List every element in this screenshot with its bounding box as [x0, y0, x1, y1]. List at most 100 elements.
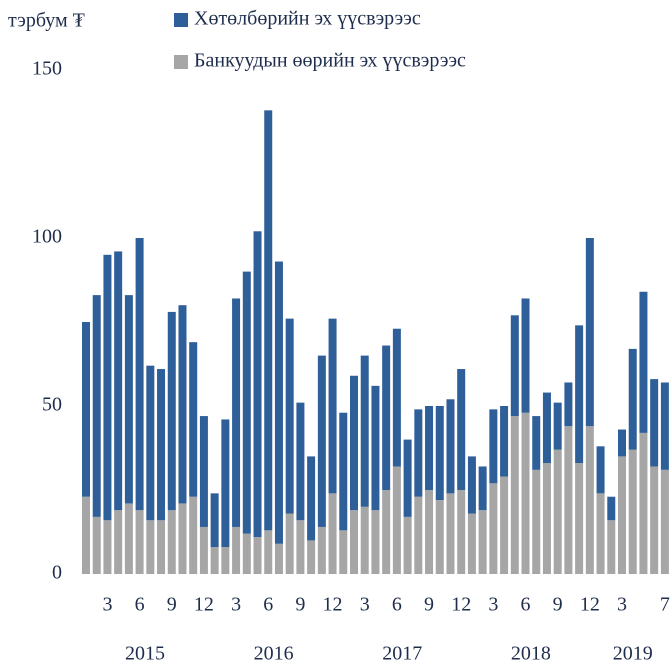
- bar-segment: [392, 328, 401, 467]
- bar-segment: [660, 382, 669, 470]
- bar-segment: [660, 469, 669, 574]
- bar-segment: [210, 493, 219, 548]
- bar-segment: [103, 520, 112, 574]
- legend-swatch: [174, 55, 188, 69]
- bar-segment: [553, 402, 562, 450]
- bar-segment: [146, 365, 155, 521]
- bar-segment: [510, 315, 519, 417]
- bar-segment: [232, 298, 241, 527]
- bar-segment: [232, 526, 241, 574]
- year-label: 2019: [613, 643, 653, 665]
- bar-segment: [210, 547, 219, 574]
- x-tick-label: 3: [360, 594, 370, 616]
- bar-segment: [392, 466, 401, 574]
- bar-segment: [382, 490, 391, 574]
- bar-segment: [489, 409, 498, 484]
- bar-segment: [167, 311, 176, 511]
- bar-segment: [425, 406, 434, 490]
- bar-segment: [307, 540, 316, 574]
- bar-segment: [264, 530, 273, 574]
- bar-segment: [285, 513, 294, 574]
- bar-segment: [317, 526, 326, 574]
- x-tick-label: 12: [451, 594, 471, 616]
- bar-segment: [607, 520, 616, 574]
- x-tick-label: 6: [521, 594, 531, 616]
- bar-segment: [467, 456, 476, 514]
- bar-segment: [189, 496, 198, 574]
- bar-segment: [435, 406, 444, 501]
- bar-segment: [575, 325, 584, 464]
- bar-segment: [489, 483, 498, 574]
- bar-segment: [199, 416, 208, 527]
- legend-label: Хөтөлбөрийн эх үүсвэрээс: [194, 8, 421, 30]
- bar-segment: [253, 537, 262, 574]
- bar-segment: [457, 369, 466, 490]
- bar-segment: [264, 110, 273, 531]
- bar-segment: [618, 456, 626, 574]
- bar-segment: [500, 406, 509, 477]
- bar-segment: [135, 510, 144, 574]
- bar-segment: [575, 463, 584, 574]
- y-tick-label: 150: [32, 58, 62, 80]
- bar-segment: [585, 426, 594, 574]
- bar-segment: [618, 429, 626, 457]
- bar-segment: [92, 295, 101, 517]
- bar-segment: [124, 295, 133, 504]
- bar-segment: [371, 510, 380, 574]
- bar-segment: [500, 476, 509, 574]
- x-tick-label: 3: [488, 594, 498, 616]
- bar-segment: [103, 254, 112, 521]
- y-tick-label: 50: [42, 394, 62, 416]
- bar-segment: [510, 416, 519, 574]
- bar-segment: [521, 298, 530, 413]
- bar-segment: [360, 506, 369, 574]
- year-label: 2015: [125, 643, 165, 665]
- bar-segment: [382, 345, 391, 490]
- x-tick-label: 7: [660, 594, 670, 616]
- bar-segment: [274, 261, 283, 544]
- x-tick-label: 9: [553, 594, 563, 616]
- bar-segment: [178, 305, 187, 504]
- bar-segment: [82, 322, 90, 497]
- bar-segment: [296, 520, 305, 574]
- bar-segment: [274, 543, 283, 574]
- bar-segment: [596, 493, 605, 574]
- bar-segment: [650, 379, 659, 467]
- bar-segment: [403, 516, 412, 574]
- x-tick-label: 9: [424, 594, 434, 616]
- bar-segment: [639, 432, 648, 574]
- bar-segment: [360, 355, 369, 507]
- bar-segment: [478, 510, 487, 574]
- bar-segment: [178, 503, 187, 574]
- bar-segment: [553, 449, 562, 574]
- year-label: 2018: [511, 643, 551, 665]
- bar-segment: [135, 238, 144, 511]
- bar-segment: [253, 231, 262, 538]
- bar-segment: [585, 238, 594, 427]
- bar-segment: [564, 382, 573, 427]
- bar-segment: [189, 342, 198, 497]
- bar-segment: [446, 493, 455, 574]
- year-label: 2017: [382, 643, 422, 665]
- bar-segment: [114, 251, 123, 511]
- bar-segment: [307, 456, 316, 541]
- bar-segment: [124, 503, 133, 574]
- legend-swatch: [174, 13, 188, 27]
- bar-segment: [435, 500, 444, 574]
- bar-segment: [157, 369, 166, 521]
- x-tick-label: 6: [263, 594, 273, 616]
- x-tick-label: 12: [323, 594, 343, 616]
- x-tick-label: 12: [580, 594, 600, 616]
- x-tick-label: 12: [194, 594, 214, 616]
- bar-segment: [628, 449, 637, 574]
- legend-label: Банкуудын өөрийн эх үүсвэрээс: [194, 50, 466, 72]
- x-tick-label: 9: [295, 594, 305, 616]
- bar-segment: [285, 318, 294, 514]
- bar-segment: [467, 513, 476, 574]
- bar-segment: [296, 402, 305, 521]
- unit-label: тэрбум ₮: [8, 10, 85, 32]
- bar-segment: [339, 530, 348, 574]
- x-tick-label: 3: [617, 594, 627, 616]
- bar-segment: [242, 533, 251, 574]
